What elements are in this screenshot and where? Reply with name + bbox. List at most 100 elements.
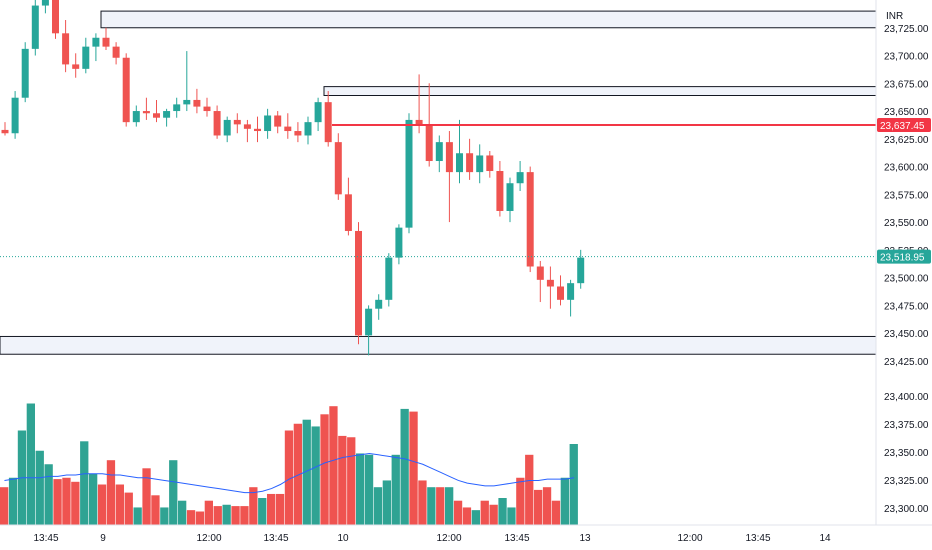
- candle-body: [62, 33, 70, 65]
- time-tick-label: 12:00: [196, 533, 221, 544]
- time-tick-label: 13:45: [745, 533, 770, 544]
- candle-body: [577, 257, 585, 284]
- volume-bar: [267, 493, 276, 525]
- svg-text:23,637.45: 23,637.45: [880, 121, 925, 132]
- zone-box: [0, 335, 877, 355]
- volume-bar: [356, 453, 365, 525]
- volume-bar: [8, 477, 18, 525]
- volume-bar: [222, 504, 231, 525]
- time-tick-label: 10: [337, 533, 349, 544]
- volume-bar: [569, 444, 578, 525]
- volume-bar: [186, 510, 196, 525]
- price-tick-label: 23,450.00: [884, 329, 929, 340]
- candle-body: [324, 102, 332, 143]
- candle-body: [163, 111, 171, 118]
- volume-bar: [516, 477, 525, 525]
- candle-body: [456, 153, 463, 173]
- candle-body: [294, 131, 302, 136]
- volume-bar: [489, 504, 498, 525]
- candle-body: [132, 111, 140, 123]
- volume-bar: [44, 464, 53, 525]
- candle-body: [334, 142, 342, 195]
- candle-body: [11, 97, 19, 134]
- volume-bar: [498, 498, 507, 525]
- candle-body: [173, 104, 181, 112]
- time-tick-label: 13:45: [33, 533, 58, 544]
- candle-body: [314, 102, 322, 123]
- candle-body: [52, 0, 59, 34]
- volume-bar: [35, 450, 44, 525]
- candle-body: [254, 128, 261, 132]
- volume-scale-tick-label: 23,350.00: [884, 448, 929, 459]
- time-tick-label: 13:45: [263, 533, 288, 544]
- volume-bar: [160, 507, 169, 525]
- candle-body: [203, 106, 211, 112]
- volume-bar: [106, 460, 116, 525]
- volume-scale-tick-label: 23,375.00: [884, 420, 929, 431]
- volume-bar: [80, 441, 89, 525]
- volume-bar: [409, 411, 418, 525]
- volume-bar: [311, 426, 320, 525]
- volume-bar: [542, 487, 552, 525]
- volume-bar: [382, 480, 391, 525]
- volume-bar: [0, 487, 9, 525]
- volume-scale-tick-label: 23,400.00: [884, 392, 929, 403]
- candle-body: [536, 266, 544, 280]
- time-axis-ticks: 13:45 9 12:00 13:45 10 12:00 13:45 13 12:00 13:45…: [33, 533, 831, 544]
- volume-bar: [231, 506, 240, 525]
- candle-body: [223, 119, 231, 136]
- price-tick-label: 23,575.00: [884, 190, 929, 201]
- candle-body: [405, 119, 413, 228]
- candle-body: [425, 124, 433, 162]
- time-tick-label: 9: [100, 533, 106, 544]
- time-tick-label: 13: [579, 533, 591, 544]
- volume-bar: [471, 510, 480, 525]
- volume-layer: [0, 403, 578, 525]
- candle-body: [213, 111, 221, 136]
- time-tick-label: 14: [819, 533, 831, 544]
- zone-box: [323, 86, 877, 96]
- volume-bar: [275, 493, 285, 525]
- volume-bar: [551, 500, 561, 525]
- candle-body: [31, 5, 39, 49]
- candle-body: [142, 111, 150, 114]
- volume-bar: [53, 479, 62, 525]
- candles-layer: [1, 0, 585, 356]
- candle-body: [274, 115, 282, 127]
- candle-body: [395, 227, 403, 258]
- volume-bar: [400, 408, 409, 525]
- candle-body: [153, 113, 160, 118]
- candle-body: [385, 257, 393, 300]
- candle-body: [284, 126, 292, 132]
- volume-bar: [258, 498, 267, 525]
- volume-bar: [240, 506, 249, 525]
- volume-bar: [124, 492, 133, 525]
- price-tick-label: 23,725.00: [884, 24, 929, 35]
- candle-body: [344, 194, 352, 231]
- volume-bar: [89, 473, 98, 525]
- candle-body: [92, 37, 100, 47]
- volume-bar: [338, 435, 347, 525]
- time-tick-label: 12:00: [677, 533, 702, 544]
- price-tick-label: 23,425.00: [884, 357, 929, 368]
- candle-body: [122, 57, 130, 123]
- volume-bar: [97, 484, 107, 525]
- candle-body: [445, 142, 453, 173]
- volume-bar: [560, 477, 569, 525]
- candle-body: [82, 46, 90, 69]
- volume-ma-line: [4, 452, 575, 494]
- candle-body: [72, 64, 80, 69]
- candle-body: [435, 142, 443, 162]
- candle-body: [233, 119, 241, 125]
- volume-bar: [133, 507, 142, 525]
- candle-body: [355, 230, 362, 336]
- time-tick-label: 12:00: [436, 533, 461, 544]
- volume-bar: [525, 454, 534, 525]
- volume-bar: [391, 454, 400, 525]
- candle-body: [466, 153, 474, 173]
- candle-body: [183, 99, 191, 105]
- volume-bar: [329, 406, 338, 525]
- volume-bar: [71, 481, 80, 525]
- candle-body: [415, 119, 423, 125]
